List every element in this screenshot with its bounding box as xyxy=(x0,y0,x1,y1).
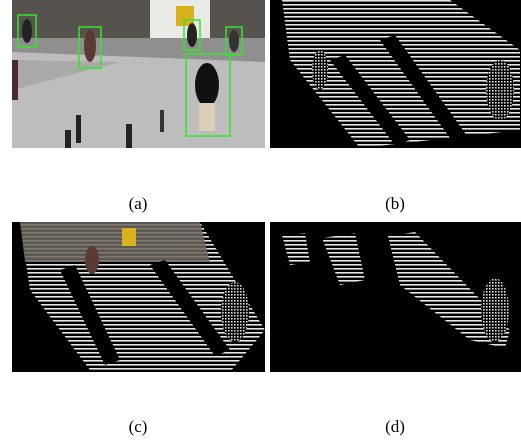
panel-d-image xyxy=(270,222,521,372)
panel-c-image xyxy=(12,222,265,372)
panel-a-image xyxy=(12,0,265,148)
panel-b-image xyxy=(270,0,521,148)
caption: (b) xyxy=(385,194,405,213)
caption: (c) xyxy=(129,417,148,436)
caption: (a) xyxy=(129,194,148,213)
caption: (d) xyxy=(385,417,405,436)
